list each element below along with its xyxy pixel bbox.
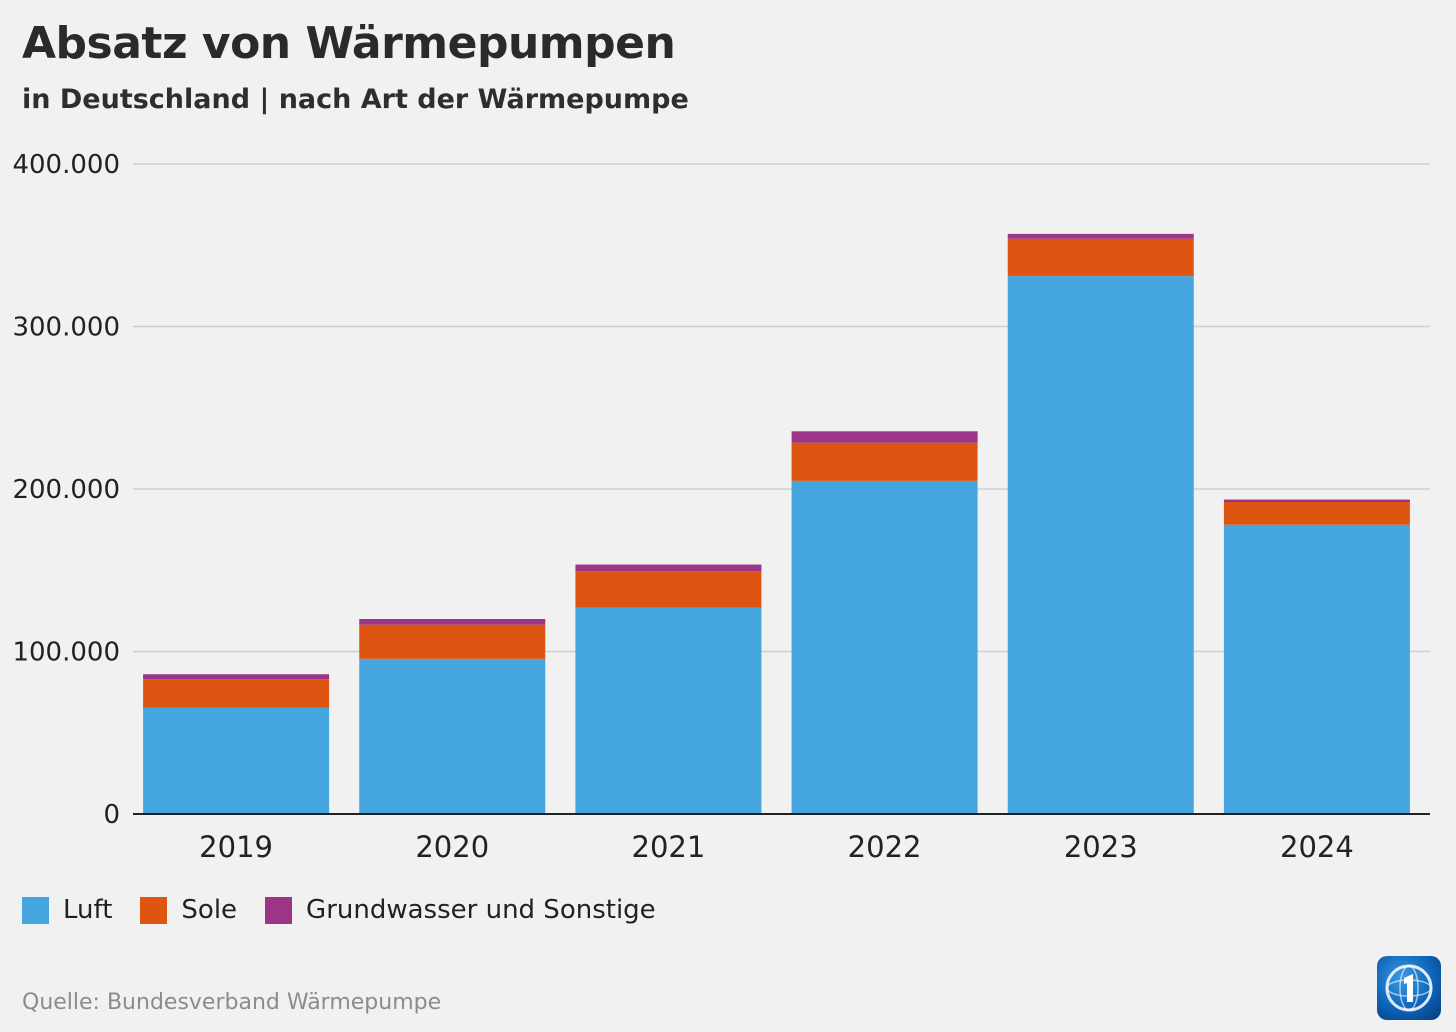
bar-grundwasser-und-sonstige (359, 619, 546, 625)
bar-grundwasser-und-sonstige (791, 431, 978, 443)
bar-grundwasser-und-sonstige (575, 564, 762, 572)
bar-luft (1223, 524, 1410, 814)
chart-title: Absatz von Wärmepumpen (22, 18, 676, 69)
x-tick-label: 2020 (415, 830, 489, 864)
legend-swatch (22, 896, 49, 924)
x-tick-label: 2021 (632, 830, 706, 864)
y-tick-label: 0 (103, 800, 120, 830)
bar-luft (143, 707, 330, 814)
legend-item: Luft (22, 895, 112, 925)
tagesschau-logo-icon (1377, 956, 1441, 1020)
bar-sole (1223, 502, 1410, 525)
y-tick-label: 400.000 (12, 150, 120, 180)
bar-luft (575, 607, 762, 814)
legend-item: Grundwasser und Sonstige (265, 895, 656, 925)
legend-label: Sole (181, 895, 238, 925)
x-tick-label: 2019 (199, 830, 273, 864)
bar-chart: 0 100.000 200.000 300.000 400.000 2019 2020 202… (12, 150, 1430, 864)
bar-grundwasser-und-sonstige (1223, 499, 1410, 502)
bar-grundwasser-und-sonstige (1007, 233, 1194, 239)
chart-legend: Luft Sole Grundwasser und Sonstige (22, 895, 684, 925)
bar-luft (791, 480, 978, 814)
bar-luft (359, 658, 546, 814)
bar-sole (143, 679, 330, 708)
legend-item: Sole (140, 895, 237, 925)
x-tick-label: 2023 (1064, 830, 1138, 864)
y-tick-label: 300.000 (12, 313, 120, 343)
bar-luft (1007, 276, 1194, 814)
bar-sole (575, 571, 762, 608)
source-note: Quelle: Bundesverband Wärmepumpe (22, 990, 442, 1015)
bar-sole (791, 442, 978, 481)
legend-swatch (265, 896, 293, 924)
x-tick-label: 2022 (848, 830, 922, 864)
x-tick-label: 2024 (1280, 830, 1354, 864)
y-tick-label: 100.000 (12, 638, 120, 668)
legend-label: Luft (63, 895, 113, 925)
bar-sole (359, 624, 546, 659)
legend-swatch (140, 896, 168, 924)
chart-subtitle: in Deutschland | nach Art der Wärmepumpe (22, 84, 689, 115)
bar-sole (1007, 238, 1194, 277)
bar-grundwasser-und-sonstige (143, 674, 330, 680)
y-tick-label: 200.000 (12, 475, 120, 505)
legend-label: Grundwasser und Sonstige (306, 895, 656, 925)
